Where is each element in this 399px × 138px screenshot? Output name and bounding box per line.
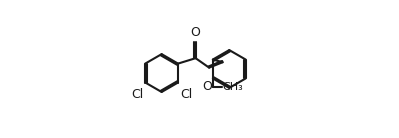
- Text: CH₃: CH₃: [222, 82, 243, 92]
- Text: Cl: Cl: [180, 88, 192, 101]
- Text: O: O: [202, 80, 212, 93]
- Text: O: O: [191, 26, 201, 39]
- Text: Cl: Cl: [132, 88, 144, 101]
